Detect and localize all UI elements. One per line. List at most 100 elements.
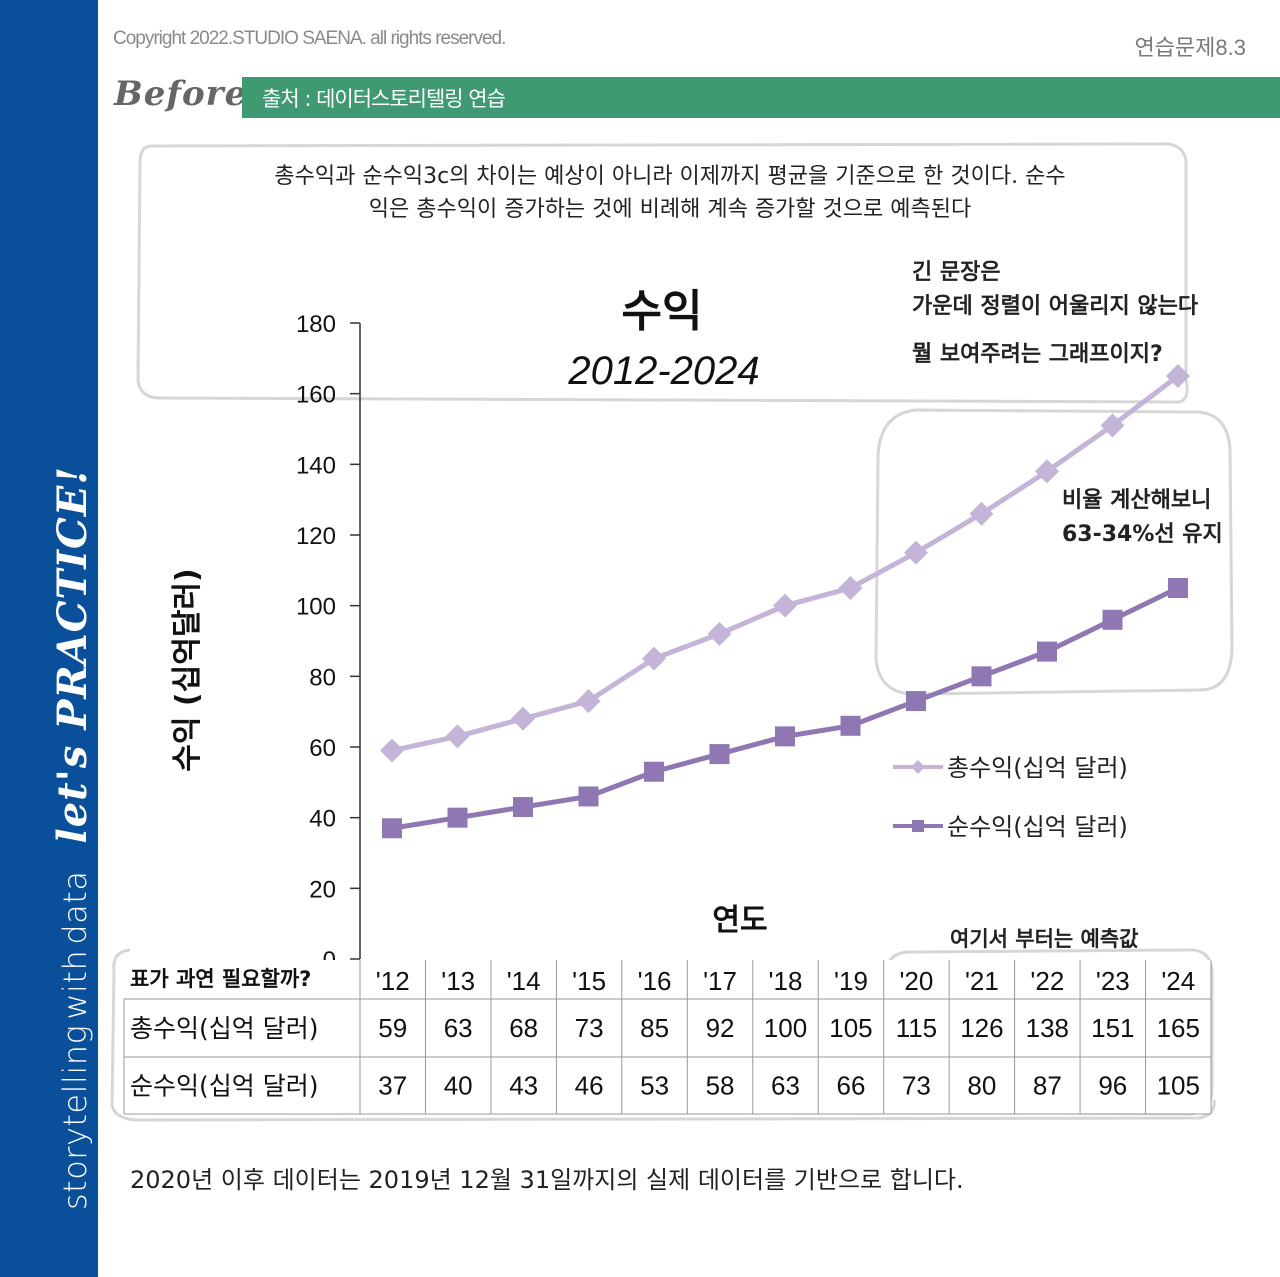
callout-line-2: 익은 총수익이 증가하는 것에 비례해 계속 증가할 것으로 예측된다 <box>368 197 972 222</box>
point-0-11 <box>1100 413 1125 438</box>
y-tick-label-80: 80 <box>309 664 336 691</box>
y-tick-label-40: 40 <box>309 806 336 833</box>
note-ratio: 비율 계산해보니 63-34%선 유지 <box>1062 484 1223 552</box>
table-cell-1-3: 46 <box>575 1071 604 1101</box>
point-1-12 <box>1168 578 1188 598</box>
table-header-10: '22 <box>1030 966 1064 996</box>
table-header-3: '15 <box>572 966 606 996</box>
table-header-11: '23 <box>1096 966 1130 996</box>
chart-title: 수익 <box>622 286 703 337</box>
table-background <box>124 960 1211 1114</box>
note-forecast: 여기서 부터는 예측값 <box>950 927 1139 951</box>
callout-line-1: 총수익과 순수익3c의 차이는 예상이 아니라 이제까지 평균을 기준으로 한 … <box>274 164 1066 189</box>
point-1-2 <box>513 797 533 818</box>
table-header-8: '20 <box>899 966 933 996</box>
chart-series <box>380 364 1190 839</box>
y-tick-label-120: 120 <box>296 523 336 550</box>
point-0-4 <box>642 646 666 671</box>
source-bar <box>242 77 1280 118</box>
note-long-sentence: 긴 문장은 가운데 정렬이 어울리지 않는다 <box>912 256 1198 324</box>
legend-marker-gross <box>911 760 925 774</box>
table-cell-0-4: 85 <box>640 1013 669 1043</box>
point-1-10 <box>1037 641 1057 662</box>
table-cell-1-8: 73 <box>902 1071 931 1101</box>
point-1-11 <box>1102 609 1123 630</box>
table-cell-0-9: 126 <box>960 1013 1003 1043</box>
point-1-6 <box>775 726 795 747</box>
chart-subtitle: 2012-2024 <box>567 349 759 393</box>
table-header-9: '21 <box>965 966 999 996</box>
table-row-label-0: 총수익(십억 달러) <box>130 1014 318 1043</box>
point-1-8 <box>906 691 926 712</box>
sidebar <box>0 0 98 1277</box>
before-label: Before <box>114 74 248 114</box>
point-1-9 <box>971 666 992 687</box>
point-1-5 <box>709 744 730 765</box>
data-table: 표가 과연 필요할까? '12 '13 '14 '15 '16 '17 '18 '19 '20 '2… <box>123 960 1212 1115</box>
point-0-9 <box>969 501 994 526</box>
y-tick-label-100: 100 <box>296 594 336 621</box>
point-1-0 <box>382 818 402 839</box>
table-cell-0-6: 100 <box>764 1013 807 1043</box>
note-ratio-line-2: 63-34%선 유지 <box>1062 522 1223 547</box>
point-0-10 <box>1035 459 1059 484</box>
point-0-3 <box>576 689 601 714</box>
note-long-sentence-line-2: 가운데 정렬이 어울리지 않는다 <box>912 294 1199 319</box>
y-tick-label-180: 180 <box>296 311 336 338</box>
table-cell-0-8: 115 <box>896 1013 937 1043</box>
y-tick-label-160: 160 <box>296 382 336 409</box>
table-header-0: '12 <box>376 966 410 996</box>
table-cell-1-1: 40 <box>444 1071 473 1101</box>
table-header-2: '14 <box>507 966 541 996</box>
table-cell-0-3: 73 <box>575 1013 604 1043</box>
table-cell-1-12: 105 <box>1157 1071 1200 1101</box>
point-0-5 <box>707 621 732 646</box>
legend-label-net: 순수익(십억 달러) <box>947 813 1128 841</box>
y-axis-label: 수익 (십억달러) <box>170 568 205 771</box>
table-cell-0-0: 59 <box>378 1013 407 1043</box>
point-1-4 <box>644 761 664 782</box>
point-0-8 <box>904 540 928 565</box>
x-axis-label: 연도 <box>712 903 767 938</box>
callout-bubble <box>136 142 1189 404</box>
point-1-1 <box>447 807 468 828</box>
point-0-1 <box>445 724 470 749</box>
y-tick-label-60: 60 <box>309 735 336 762</box>
table-cell-0-10: 138 <box>1026 1013 1069 1043</box>
table-header-4: '16 <box>638 966 672 996</box>
footnote: 2020년 이후 데이터는 2019년 12월 31일까지의 실제 데이터를 기… <box>130 1166 964 1194</box>
callout-text: 총수익과 순수익3c의 차이는 예상이 아니라 이제까지 평균을 기준으로 한 … <box>170 160 1170 226</box>
point-0-0 <box>380 738 404 763</box>
table-header-5: '17 <box>703 966 737 996</box>
table-cell-1-11: 96 <box>1098 1071 1127 1101</box>
table-cell-0-5: 92 <box>706 1013 735 1043</box>
table-header-7: '19 <box>834 966 868 996</box>
table-cell-0-1: 63 <box>444 1013 473 1043</box>
table-header-6: '18 <box>769 966 803 996</box>
table-cell-0-7: 105 <box>829 1013 872 1043</box>
point-0-2 <box>511 706 535 731</box>
ratio-bubble <box>874 408 1234 696</box>
table-cell-1-9: 80 <box>967 1071 996 1101</box>
legend: 총수익(십억 달러) 순수익(십억 달러) <box>893 754 1128 841</box>
note-ratio-line-1: 비율 계산해보니 <box>1062 488 1212 513</box>
table-cell-1-7: 66 <box>837 1071 866 1101</box>
source-text: 출처 : 데이터스토리텔링 연습 <box>262 87 506 111</box>
table-header-12: '24 <box>1161 966 1195 996</box>
point-1-3 <box>578 786 599 807</box>
legend-marker-net <box>912 820 924 832</box>
exercise-number: 연습문제8.3 <box>1134 35 1246 60</box>
y-tick-label-140: 140 <box>296 452 336 479</box>
chart-axes: 020406080100120140160180 <box>296 311 361 974</box>
series-line-0 <box>391 374 1180 753</box>
table-cell-1-2: 43 <box>509 1071 538 1101</box>
table-header-1: '13 <box>441 966 475 996</box>
table-cell-1-6: 63 <box>771 1071 800 1101</box>
note-long-sentence-line-1: 긴 문장은 <box>912 260 1001 285</box>
table-cell-0-2: 68 <box>509 1013 538 1043</box>
table-cell-0-11: 151 <box>1091 1013 1134 1043</box>
note-what-graph: 뭘 보여주려는 그래프이지? <box>912 342 1163 367</box>
legend-label-gross: 총수익(십억 달러) <box>947 754 1128 782</box>
table-cell-1-0: 37 <box>378 1071 407 1101</box>
